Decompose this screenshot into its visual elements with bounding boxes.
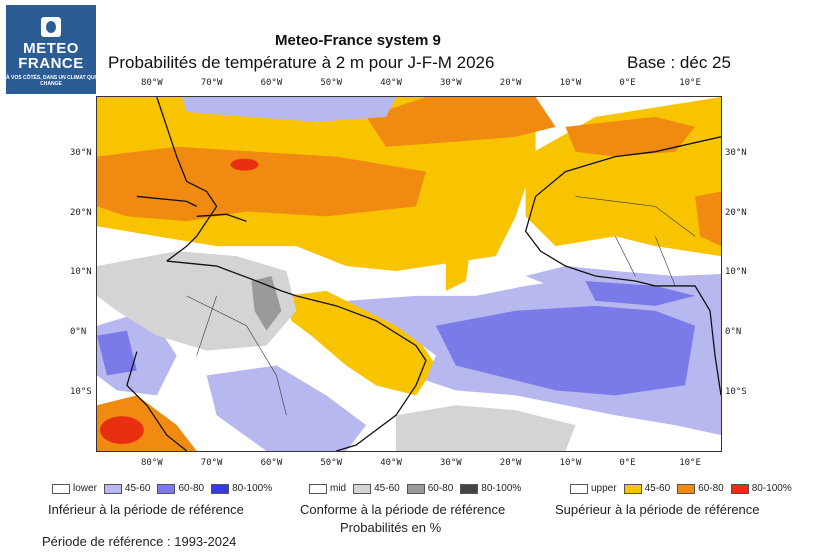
lon-tick-label: 20°W — [499, 78, 522, 88]
lon-tick-label: 20°W — [499, 458, 522, 468]
upper-80-100-region — [230, 158, 259, 171]
legend-swatch — [406, 483, 425, 494]
lon-tick-label: 0°E — [619, 458, 636, 468]
borders — [186, 196, 696, 416]
lower-legend: lower 45-60 60-80 80-100% — [48, 483, 272, 494]
legend-swatch — [103, 483, 122, 494]
lat-tick-label: 10°N — [725, 267, 747, 278]
lat-tick-label: 0°N — [70, 327, 87, 338]
lat-tick-label: 20°N — [70, 207, 92, 218]
lon-tick-label: 10°E — [679, 458, 701, 468]
lon-tick-label: 30°W — [440, 458, 462, 468]
upper-legend: upper 45-60 60-80 80-100% — [566, 483, 792, 494]
lon-tick-label: 60°W — [260, 78, 283, 88]
legend-swatch — [211, 483, 230, 494]
lon-tick-label: 50°W — [320, 78, 343, 88]
lon-tick-label: 30°W — [440, 78, 462, 88]
legend-label: 60-80 — [178, 483, 205, 494]
legend-label: 45-60 — [374, 483, 400, 494]
lower-60-80-region — [585, 280, 696, 306]
lon-tick-label: 70°W — [200, 458, 223, 468]
map-title: Probabilités de température à 2 m pour J… — [108, 53, 495, 72]
logo-name-1: METEO — [23, 40, 79, 57]
legend-label: 45-60 — [124, 483, 151, 494]
upper-caption: Supérieur à la période de référence — [555, 502, 760, 517]
logo-tagline: À VOS CÔTÉS, DANS UN CLIMAT QUI CHANGE — [6, 75, 96, 87]
lower-caption: Inférieur à la période de référence — [48, 502, 244, 517]
logo-name-2: FRANCE — [18, 55, 84, 72]
lower-45-60-region — [181, 97, 397, 122]
logo-icon — [41, 17, 61, 37]
legend-swatch — [730, 483, 749, 494]
lower-60-80-region — [97, 330, 137, 376]
lat-tick-label: 30°N — [725, 148, 747, 158]
lon-tick-label: 10°W — [559, 78, 582, 88]
legend-label: 60-80 — [427, 483, 454, 494]
base-date: Base : déc 25 — [627, 53, 731, 72]
legend-swatch — [623, 483, 642, 494]
legend-label: 80-100% — [751, 483, 792, 494]
legend-swatch — [52, 483, 70, 494]
lon-tick-label: 10°W — [559, 458, 582, 468]
upper-45-60-region — [445, 246, 471, 291]
upper-45-60-region — [286, 290, 436, 396]
upper-60-80-region — [366, 97, 556, 147]
reference-period: Période de référence : 1993-2024 — [42, 534, 237, 549]
legend-label: 80-100% — [481, 483, 522, 494]
upper-60-80-region — [97, 146, 426, 222]
legend-swatch — [353, 483, 372, 494]
lon-tick-label: 60°W — [260, 458, 283, 468]
mid-45-60-region — [396, 405, 576, 451]
legend-swatch — [157, 483, 176, 494]
coastlines — [126, 96, 722, 452]
lower-45-60-region — [206, 365, 367, 451]
legend-label: mid — [330, 483, 347, 494]
unit-label: Probabilités en % — [340, 520, 442, 535]
lon-tick-label: 40°W — [380, 78, 402, 88]
legend-label: upper — [591, 483, 617, 494]
lon-tick-label: 80°W — [141, 458, 163, 468]
lat-tick-label: 30°N — [70, 148, 92, 158]
mid-caption: Conforme à la période de référence — [300, 502, 506, 517]
lower-60-80-region — [435, 305, 696, 396]
legend-label: 60-80 — [698, 483, 724, 494]
upper-60-80-region — [695, 191, 721, 247]
lon-tick-label: 70°W — [200, 78, 223, 88]
lon-tick-label: 0°E — [619, 78, 636, 88]
mid-60-80-region — [251, 275, 282, 331]
legend-swatch — [677, 483, 696, 494]
mid-legend: mid 45-60 60-80 80-100% — [305, 483, 521, 494]
legend-label: lower — [73, 483, 97, 494]
system-title: Meteo-France system 9 — [275, 32, 441, 49]
lon-tick-label: 10°E — [679, 78, 701, 88]
probability-map — [96, 96, 722, 452]
lon-tick-label: 80°W — [141, 78, 163, 88]
lat-tick-label: 10°N — [70, 267, 92, 278]
lat-tick-label: 20°N — [725, 207, 747, 218]
upper-60-80-region — [565, 116, 696, 157]
upper-80-100-region — [99, 416, 144, 445]
lat-tick-label: 10°S — [725, 386, 747, 397]
lon-tick-label: 40°W — [380, 458, 402, 468]
legend-swatch — [570, 483, 588, 494]
lon-tick-label: 50°W — [320, 458, 343, 468]
legend-label: 45-60 — [644, 483, 671, 494]
legend-swatch — [460, 483, 479, 494]
legend-label: 80-100% — [232, 483, 273, 494]
legend-swatch — [309, 483, 327, 494]
meteo-france-logo: METEO FRANCE À VOS CÔTÉS, DANS UN CLIMAT… — [6, 5, 96, 94]
lat-tick-label: 10°S — [70, 386, 92, 397]
lat-tick-label: 0°N — [725, 327, 742, 338]
